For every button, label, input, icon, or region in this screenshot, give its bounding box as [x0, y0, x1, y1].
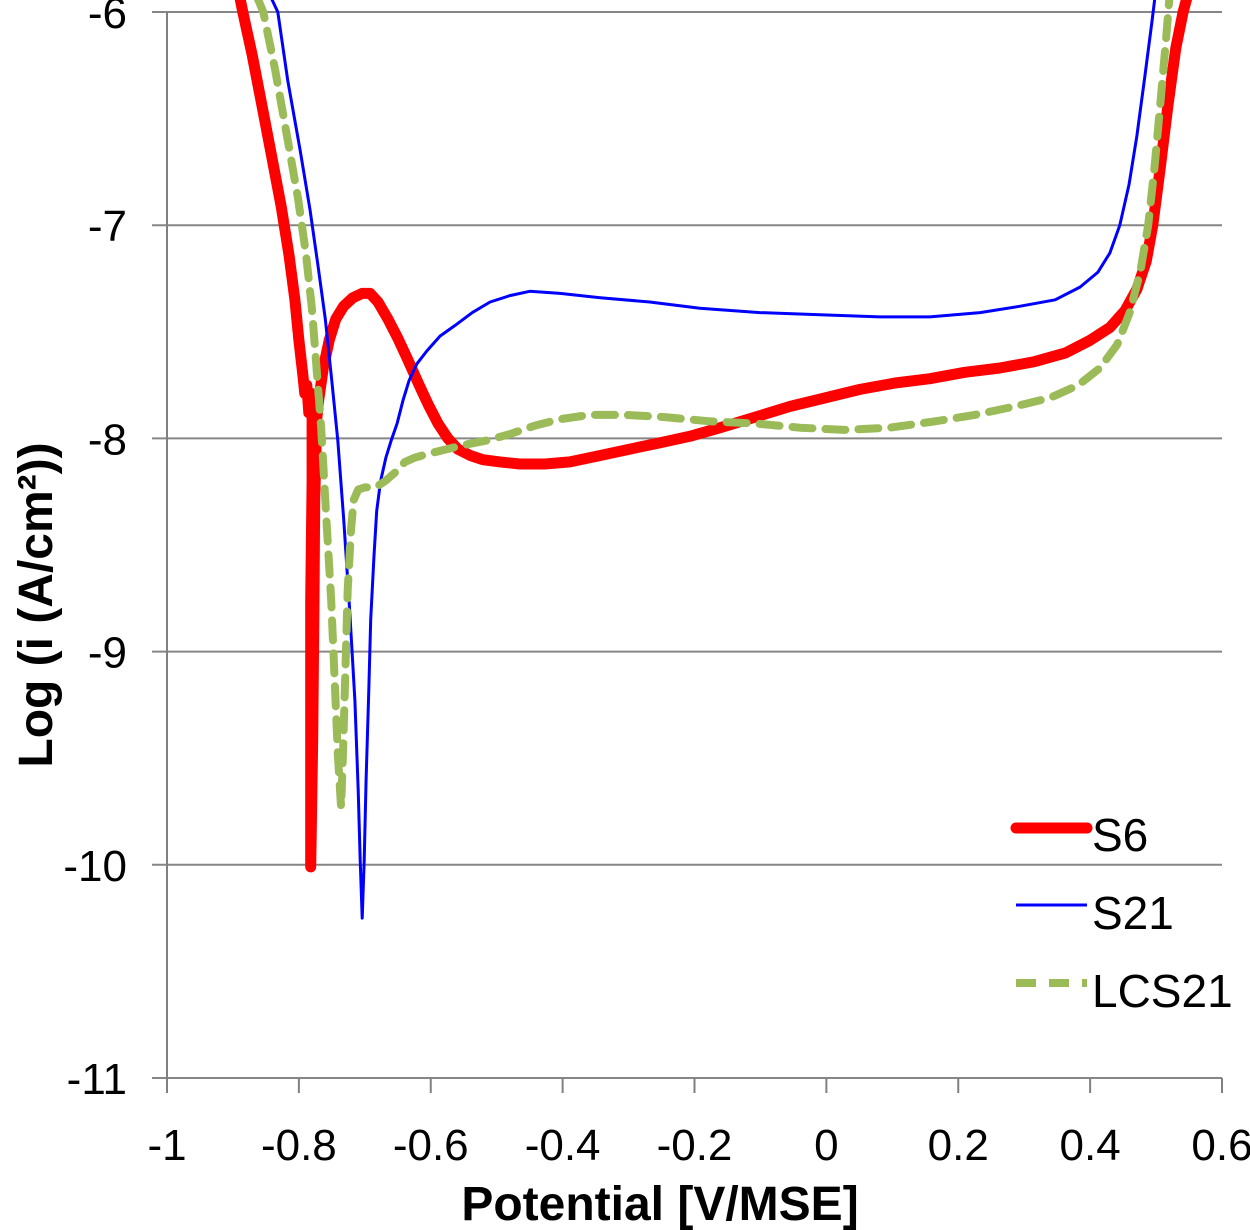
- y-tick-label--8: -8: [88, 415, 127, 464]
- series-curves: [234, 0, 1193, 920]
- series-curve-s21: [270, 0, 1157, 920]
- series-curve-s6: [234, 0, 1193, 873]
- legend-label-lcs21: LCS21: [1092, 965, 1233, 1017]
- y-tick-label--7: -7: [88, 202, 127, 251]
- x-tick-label--0.6: -0.6: [393, 1121, 469, 1170]
- legend-label-s21: S21: [1092, 887, 1174, 939]
- series-curve-lcs21: [254, 0, 1174, 812]
- y-tick-label--6: -6: [88, 0, 127, 38]
- x-tick-label--0.4: -0.4: [525, 1121, 601, 1170]
- y-axis-title: Log (i (A/cm²)): [10, 442, 63, 767]
- x-tick-label-0.2: 0.2: [928, 1121, 989, 1170]
- x-tick-label-0: 0: [814, 1121, 838, 1170]
- x-tick-label--1: -1: [147, 1121, 186, 1170]
- x-tick-label--0.2: -0.2: [657, 1121, 733, 1170]
- x-tick-label--0.8: -0.8: [261, 1121, 337, 1170]
- legend: S6 S21 LCS21: [1010, 809, 1233, 1017]
- y-tick-labels: -6 -7 -8 -9 -10 -11: [63, 0, 127, 1104]
- x-axis-title: Potential [V/MSE]: [461, 1178, 858, 1230]
- y-tick-label--11: -11: [67, 1055, 127, 1104]
- x-tick-label-0.4: 0.4: [1060, 1121, 1121, 1170]
- x-tick-label-0.6: 0.6: [1191, 1121, 1250, 1170]
- axes: [166, 12, 1223, 1093]
- x-tick-labels: -1 -0.8 -0.6 -0.4 -0.2 0 0.2 0.4 0.6: [147, 1121, 1250, 1170]
- y-tick-label--9: -9: [88, 629, 127, 678]
- y-tick-label--10: -10: [63, 842, 127, 891]
- legend-label-s6: S6: [1092, 809, 1148, 861]
